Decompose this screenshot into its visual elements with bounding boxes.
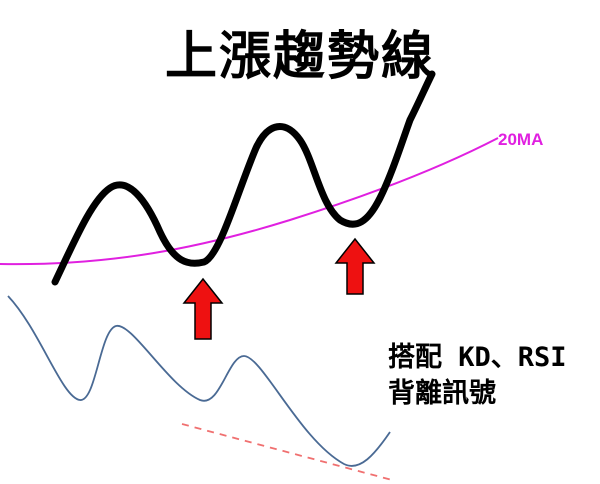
indicator-line [7, 295, 391, 467]
note-line-1: 搭配 KD、RSI [388, 342, 567, 373]
red-up-arrow-icon [182, 277, 224, 340]
divergence-dashed-line [181, 423, 393, 481]
price-line [51, 70, 436, 286]
ma-line [0, 137, 499, 266]
ma-20-label: 20MA [498, 130, 544, 149]
note-line-2: 背離訊號 [388, 378, 496, 409]
divergence-note: 搭配 KD、RSI 背離訊號 [388, 340, 567, 412]
red-up-arrow-icon [334, 237, 376, 295]
diagram-title: 上漲趨勢線 [164, 27, 435, 87]
